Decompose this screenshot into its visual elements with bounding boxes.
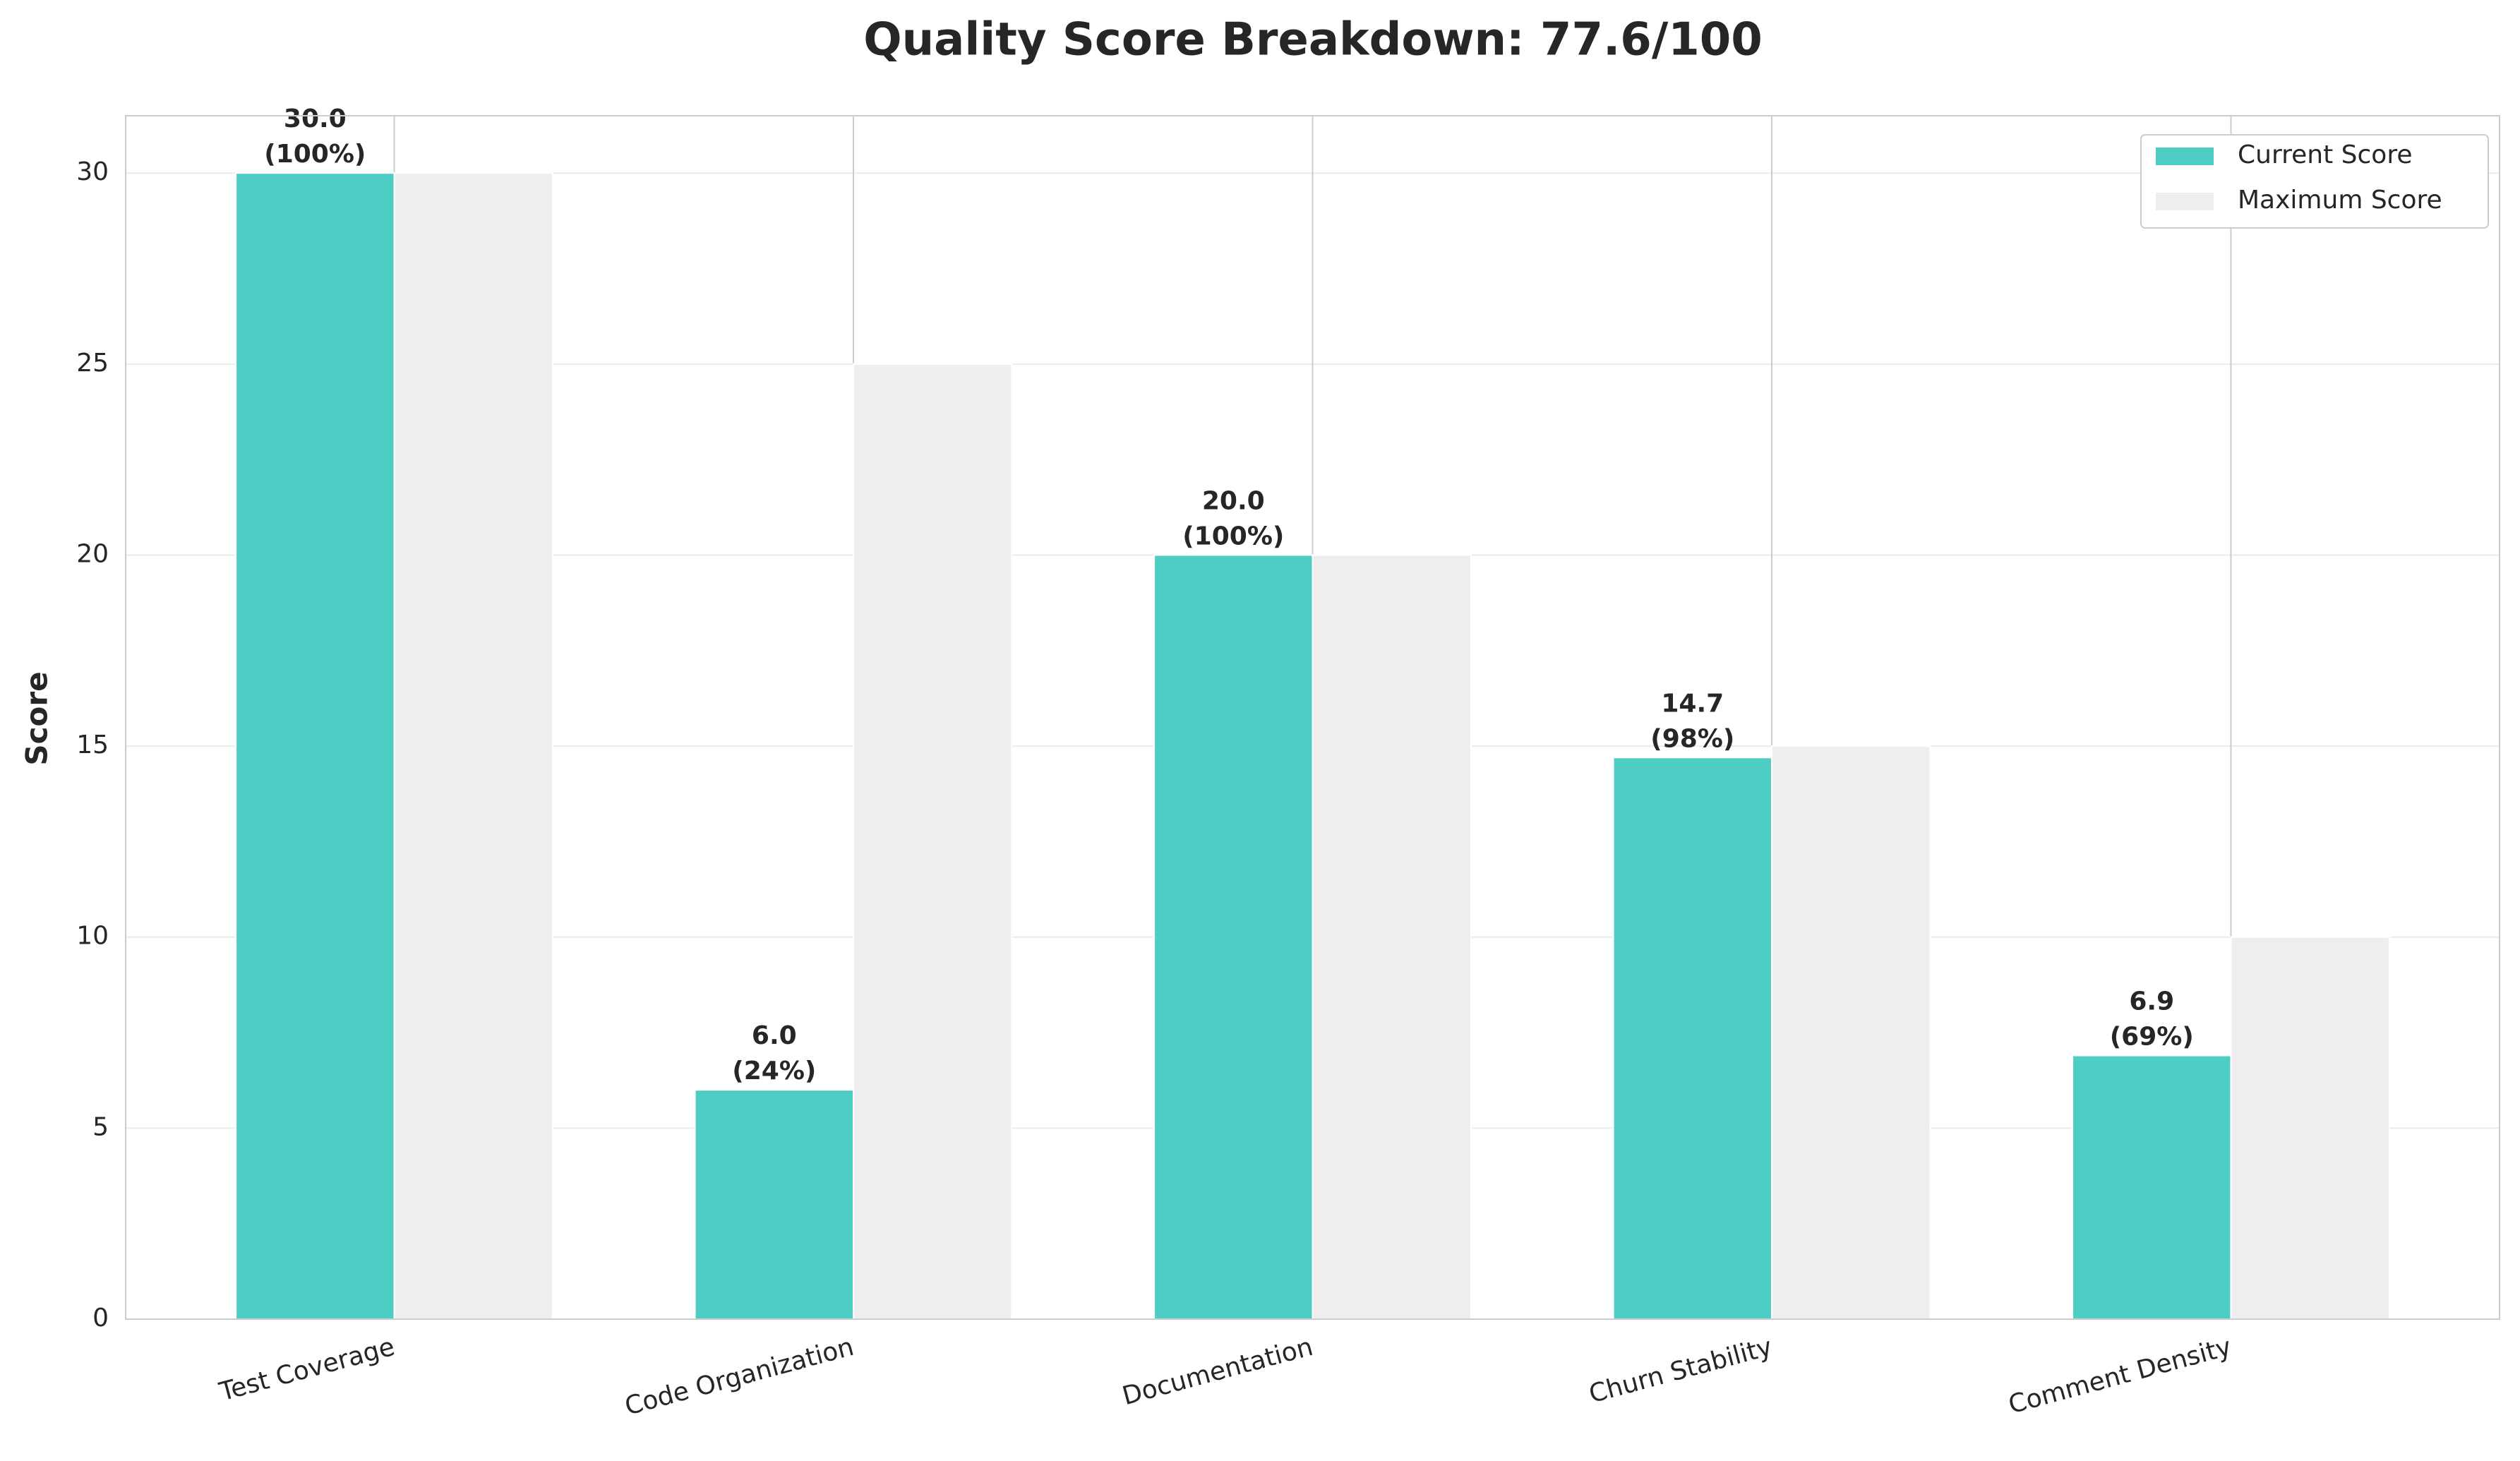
value-label: 20.0 — [1202, 486, 1265, 515]
bar — [2072, 1054, 2232, 1320]
y-tick-label: 20 — [76, 539, 109, 568]
plot-frame — [125, 115, 2500, 1320]
y-tick-label: 5 — [92, 1112, 109, 1141]
value-label: 6.9 — [2129, 987, 2174, 1016]
value-label: 14.7 — [1661, 689, 1724, 718]
bar — [1770, 745, 1931, 1320]
bar — [853, 363, 1013, 1320]
percent-label: (69%) — [2110, 1023, 2194, 1052]
x-tick-label: Code Organization — [622, 1333, 857, 1421]
bar — [694, 1089, 855, 1320]
bar — [393, 172, 553, 1321]
y-tick-label: 30 — [76, 157, 109, 186]
legend-label: Current Score — [2238, 140, 2412, 169]
x-tick-label: Comment Density — [2005, 1333, 2234, 1420]
legend-swatch — [2156, 193, 2214, 210]
x-tick-label: Documentation — [1120, 1333, 1316, 1411]
bar — [2230, 936, 2390, 1320]
y-tick-label: 25 — [76, 349, 109, 378]
value-label: 6.0 — [752, 1021, 797, 1050]
chart-title: Quality Score Breakdown: 77.6/100 — [863, 14, 1763, 66]
legend-box — [2140, 134, 2489, 229]
y-tick-label: 15 — [76, 730, 109, 759]
bar — [1153, 554, 1314, 1320]
percent-label: (100%) — [264, 140, 366, 169]
y-tick-label: 0 — [92, 1304, 109, 1333]
y-axis-label: Score — [20, 671, 54, 765]
x-tick-label: Churn Stability — [1586, 1333, 1775, 1409]
bar — [1612, 757, 1772, 1321]
percent-label: (24%) — [732, 1057, 816, 1086]
x-tick-label: Test Coverage — [216, 1333, 398, 1407]
percent-label: (98%) — [1650, 724, 1734, 753]
legend-swatch — [2156, 148, 2214, 165]
legend-label: Maximum Score — [2238, 186, 2442, 215]
bar — [235, 172, 395, 1321]
y-tick-label: 10 — [76, 922, 109, 951]
value-label: 30.0 — [284, 104, 347, 133]
bar — [1312, 554, 1472, 1320]
percent-label: (100%) — [1182, 522, 1284, 551]
